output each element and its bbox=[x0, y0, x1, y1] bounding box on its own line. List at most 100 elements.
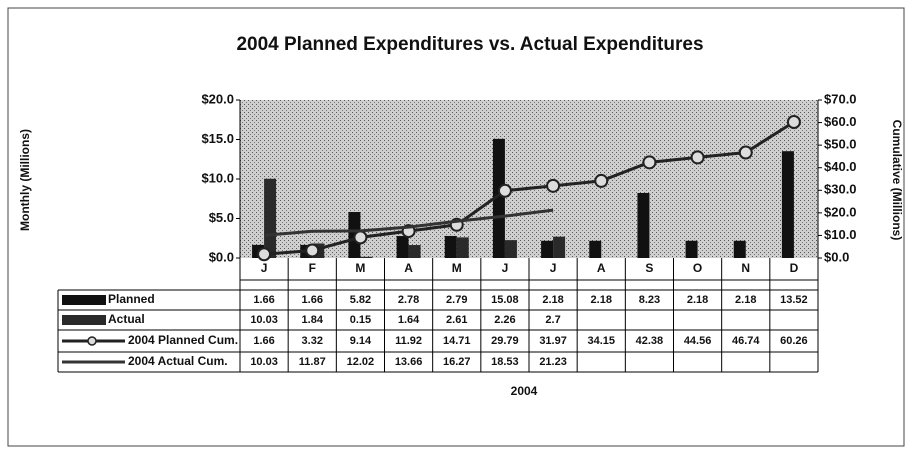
point bbox=[738, 145, 753, 160]
y-tick-label: $10.0 bbox=[201, 170, 234, 185]
table-cell: 0.15 bbox=[350, 314, 371, 326]
y2-tick-label: $0.0 bbox=[824, 249, 849, 264]
x-tick-label: F bbox=[309, 261, 316, 275]
point bbox=[594, 173, 609, 188]
table-cell: 2.78 bbox=[398, 294, 419, 306]
bar bbox=[396, 236, 409, 258]
point bbox=[497, 183, 512, 198]
frame bbox=[7, 7, 905, 447]
point bbox=[690, 150, 705, 165]
y-tick-label: $0.0 bbox=[209, 249, 234, 264]
table-cell: 2.7 bbox=[545, 314, 560, 326]
bar bbox=[685, 240, 698, 258]
table-cell: 2.26 bbox=[494, 314, 515, 326]
x-tick-label: O bbox=[693, 261, 702, 275]
y2-tick-label: $40.0 bbox=[824, 159, 857, 174]
plot-area bbox=[240, 100, 818, 258]
table-cell: 1.84 bbox=[302, 314, 324, 326]
bar bbox=[360, 256, 373, 258]
table-cell: 1.66 bbox=[302, 294, 323, 306]
table-cell: 2.18 bbox=[591, 294, 612, 306]
x-tick-label: A bbox=[404, 261, 413, 275]
chart-title: 2004 Planned Expenditures vs. Actual Exp… bbox=[236, 34, 703, 55]
table-cell: 46.74 bbox=[732, 335, 760, 347]
bar bbox=[408, 245, 421, 258]
point bbox=[642, 155, 657, 170]
bar bbox=[733, 240, 746, 258]
line bbox=[263, 208, 554, 237]
point bbox=[786, 114, 801, 129]
table-cell: 18.53 bbox=[491, 356, 519, 368]
x-tick-label: J bbox=[502, 261, 509, 275]
table-cell: 12.02 bbox=[347, 356, 375, 368]
table-cell: 11.87 bbox=[299, 356, 326, 368]
table-cell: 34.15 bbox=[587, 335, 615, 347]
y2-tick-label: $30.0 bbox=[824, 182, 857, 197]
point bbox=[546, 178, 561, 193]
legend-label: 2004 Planned Cum. bbox=[128, 333, 238, 347]
point bbox=[353, 230, 368, 245]
x-tick-label: S bbox=[645, 261, 653, 275]
table-cell: 10.03 bbox=[250, 314, 278, 326]
table-cell: 42.38 bbox=[636, 335, 664, 347]
table-cell: 2.79 bbox=[446, 294, 467, 306]
y2-tick-label: $50.0 bbox=[824, 137, 857, 152]
y-tick-label: $20.0 bbox=[201, 91, 234, 106]
table-cell: 44.56 bbox=[684, 335, 712, 347]
legend-label: Planned bbox=[108, 292, 155, 306]
y2-tick-label: $60.0 bbox=[824, 114, 857, 129]
table-cell: 15.08 bbox=[491, 294, 519, 306]
table-cell: 13.52 bbox=[780, 294, 808, 306]
table-cell: 2.61 bbox=[446, 314, 467, 326]
table-cell: 31.97 bbox=[539, 335, 567, 347]
table-cell: 3.32 bbox=[302, 335, 323, 347]
y2-tick-label: $20.0 bbox=[824, 204, 857, 219]
table-cell: 60.26 bbox=[780, 335, 808, 347]
table-cell: 1.66 bbox=[253, 335, 274, 347]
table-cell: 1.64 bbox=[398, 314, 420, 326]
point bbox=[305, 243, 320, 258]
bar bbox=[504, 240, 517, 258]
y-tick-label: $15.0 bbox=[201, 131, 234, 146]
table-cell: 16.27 bbox=[443, 356, 471, 368]
legend-swatch bbox=[62, 295, 106, 305]
legend-label: 2004 Actual Cum. bbox=[128, 354, 228, 368]
bar bbox=[637, 192, 650, 258]
bar bbox=[456, 237, 469, 258]
x-tick-label: J bbox=[261, 261, 268, 275]
table-cell: 29.79 bbox=[491, 335, 519, 347]
table-cell: 2.18 bbox=[687, 294, 708, 306]
x-tick-label: A bbox=[597, 261, 606, 275]
table-cell: 21.23 bbox=[539, 356, 567, 368]
table-cell: 1.66 bbox=[253, 294, 274, 306]
bar bbox=[444, 235, 457, 258]
bar bbox=[541, 240, 554, 258]
point bbox=[257, 247, 272, 262]
y2-tick-label: $70.0 bbox=[824, 91, 857, 106]
bar bbox=[589, 240, 602, 258]
x-tick-label: J bbox=[550, 261, 557, 275]
y-axis-label: Monthly (Millions) bbox=[18, 129, 32, 231]
table-cell: 11.92 bbox=[395, 335, 422, 347]
line bbox=[263, 120, 795, 256]
legend-marker bbox=[87, 336, 97, 346]
table-cell: 13.66 bbox=[395, 356, 423, 368]
table-cell: 10.03 bbox=[250, 356, 278, 368]
bar bbox=[492, 138, 505, 258]
table-cell: 5.82 bbox=[350, 294, 371, 306]
y2-tick-label: $10.0 bbox=[824, 227, 857, 242]
x-tick-label: M bbox=[355, 261, 365, 275]
table-cell: 2.18 bbox=[542, 294, 563, 306]
legend-label: Actual bbox=[108, 312, 145, 326]
x-tick-label: N bbox=[741, 261, 750, 275]
bar bbox=[553, 236, 566, 258]
legend-swatch bbox=[62, 315, 106, 325]
y-tick-label: $5.0 bbox=[209, 210, 234, 225]
table-cell: 8.23 bbox=[639, 294, 660, 306]
table-cell: 14.71 bbox=[443, 335, 471, 347]
table-cell: 2.18 bbox=[735, 294, 756, 306]
x-tick-label: M bbox=[452, 261, 462, 275]
x-tick-label: D bbox=[790, 261, 799, 275]
y2-axis-label: Cumulative (Millions) bbox=[890, 120, 904, 241]
